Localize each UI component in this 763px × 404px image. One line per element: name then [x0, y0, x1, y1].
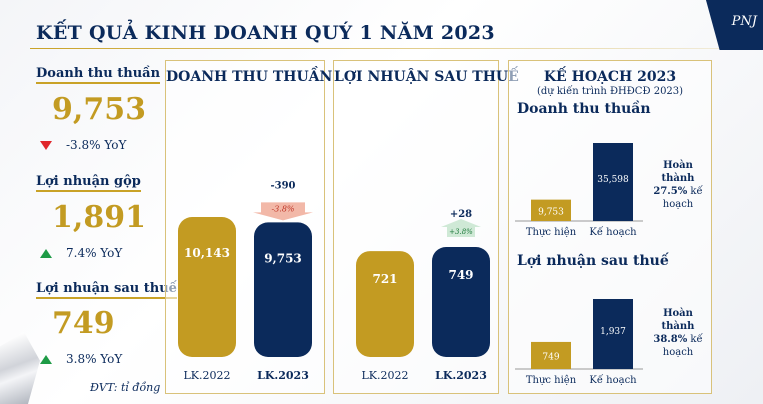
kpi-value-revenue: 9,753	[52, 92, 146, 127]
panel-subtitle-plan: (dự kiến trình ĐHĐCĐ 2023)	[536, 86, 684, 97]
revenue-chart: 10,143 LK.2022 9,753 LK.2023 -3.8% -390	[178, 180, 313, 382]
category-label: LK.2022	[183, 369, 230, 382]
change-arrow	[441, 219, 481, 237]
panel-title-revenue: DOANH THU THUẦN	[166, 69, 333, 85]
up-arrow-icon	[40, 354, 52, 364]
category-label: LK.2023	[257, 369, 309, 382]
brand-logo-text: PNJ	[731, 14, 757, 29]
plan-revenue-note-line2: kế	[690, 186, 703, 197]
plan-revenue-note-pct: 27.5%	[653, 186, 688, 197]
plan-bar-value: 749	[542, 352, 559, 362]
kpi-change-net-profit-text: 3.8% YoY	[66, 352, 123, 366]
plan-net-profit-note: Hoàn thành 38.8% kế hoạch	[647, 307, 709, 359]
up-arrow-icon	[40, 248, 52, 258]
kpi-change-gross-profit-text: 7.4% YoY	[66, 246, 123, 260]
plan-bar-value: 9,753	[538, 207, 564, 217]
plan-bar	[593, 143, 633, 221]
kpi-change-gross-profit: 7.4% YoY	[40, 246, 122, 260]
panel-title-plan: KẾ HOẠCH 2023	[543, 69, 677, 85]
plan-net-profit-title: Lợi nhuận sau thuế	[517, 253, 669, 269]
diamond-decoration	[0, 332, 40, 404]
plan-bar	[531, 199, 571, 221]
bar-value-label: 10,143	[184, 246, 230, 260]
page-title: KẾT QUẢ KINH DOANH QUÝ 1 NĂM 2023	[36, 22, 495, 44]
title-divider	[30, 48, 730, 49]
category-label: LK.2023	[435, 369, 487, 382]
net-profit-chart: 721 LK.2022 749 LK.2023 +3.8% +28	[356, 209, 490, 382]
plan-net-profit-note-line1: Hoàn thành	[661, 308, 695, 332]
bar-lk2022	[356, 251, 414, 357]
plan-category-label: Thực hiện	[526, 227, 577, 238]
bar-lk2022	[178, 217, 236, 357]
change-value-label: +28	[450, 209, 472, 220]
change-pct-label: +3.8%	[449, 228, 473, 236]
plan-revenue-note-line3: hoạch	[662, 199, 694, 210]
change-pct-label: -3.8%	[271, 204, 294, 213]
kpi-label-gross-profit: Lợi nhuận gộp	[36, 174, 141, 192]
plan-revenue-title: Doanh thu thuần	[517, 101, 651, 117]
bar-value-label: 749	[448, 268, 473, 282]
kpi-change-revenue-text: -3.8% YoY	[66, 138, 127, 152]
plan-bar-value: 35,598	[597, 175, 629, 185]
plan-category-label: Kế hoạch	[589, 375, 637, 386]
kpi-change-net-profit: 3.8% YoY	[40, 352, 122, 366]
plan-revenue-note: Hoàn thành 27.5% kế hoạch	[647, 159, 709, 211]
panel-revenue: DOANH THU THUẦN 10,143 LK.2022 9,753 LK.202…	[165, 60, 333, 394]
plan-net-profit-note-line3: hoạch	[662, 347, 694, 358]
plan-net-profit-chart: 749 Thực hiện 1,937 Kế hoạch	[515, 299, 643, 386]
plan-category-label: Thực hiện	[526, 375, 577, 386]
kpi-value-gross-profit: 1,891	[52, 200, 146, 235]
plan-bar	[593, 299, 633, 369]
category-label: LK.2022	[361, 369, 408, 382]
change-value-label: -390	[270, 180, 295, 191]
unit-note: ĐVT: tỉ đồng	[90, 381, 161, 394]
panel-title-net-profit: LỢI NHUẬN SAU THUẾ	[334, 69, 519, 85]
plan-revenue-chart: 9,753 Thực hiện 35,598 Kế hoạch	[515, 143, 643, 238]
kpi-label-net-profit: Lợi nhuận sau thuế	[36, 281, 177, 299]
bar-value-label: 721	[372, 272, 397, 286]
plan-bar-value: 1,937	[600, 327, 626, 337]
bar-lk2023	[432, 247, 490, 357]
plan-net-profit-note-pct: 38.8%	[653, 334, 688, 345]
plan-revenue-note-line1: Hoàn thành	[661, 160, 695, 184]
kpi-label-revenue: Doanh thu thuần	[36, 66, 161, 84]
plan-category-label: Kế hoạch	[589, 227, 637, 238]
kpi-value-net-profit: 749	[52, 306, 115, 341]
kpi-change-revenue: -3.8% YoY	[40, 138, 126, 152]
panel-net-profit: LỢI NHUẬN SAU THUẾ 721 LK.2022 749 LK.2023 +…	[333, 60, 519, 394]
down-arrow-icon	[40, 140, 52, 150]
plan-bar	[531, 341, 571, 369]
plan-net-profit-note-line2: kế	[690, 334, 703, 345]
bar-lk2023	[254, 222, 312, 357]
bar-value-label: 9,753	[264, 251, 302, 265]
panel-plan-2023: KẾ HOẠCH 2023 (dự kiến trình ĐHĐCĐ 2023)…	[508, 60, 712, 394]
change-arrow	[253, 202, 313, 221]
